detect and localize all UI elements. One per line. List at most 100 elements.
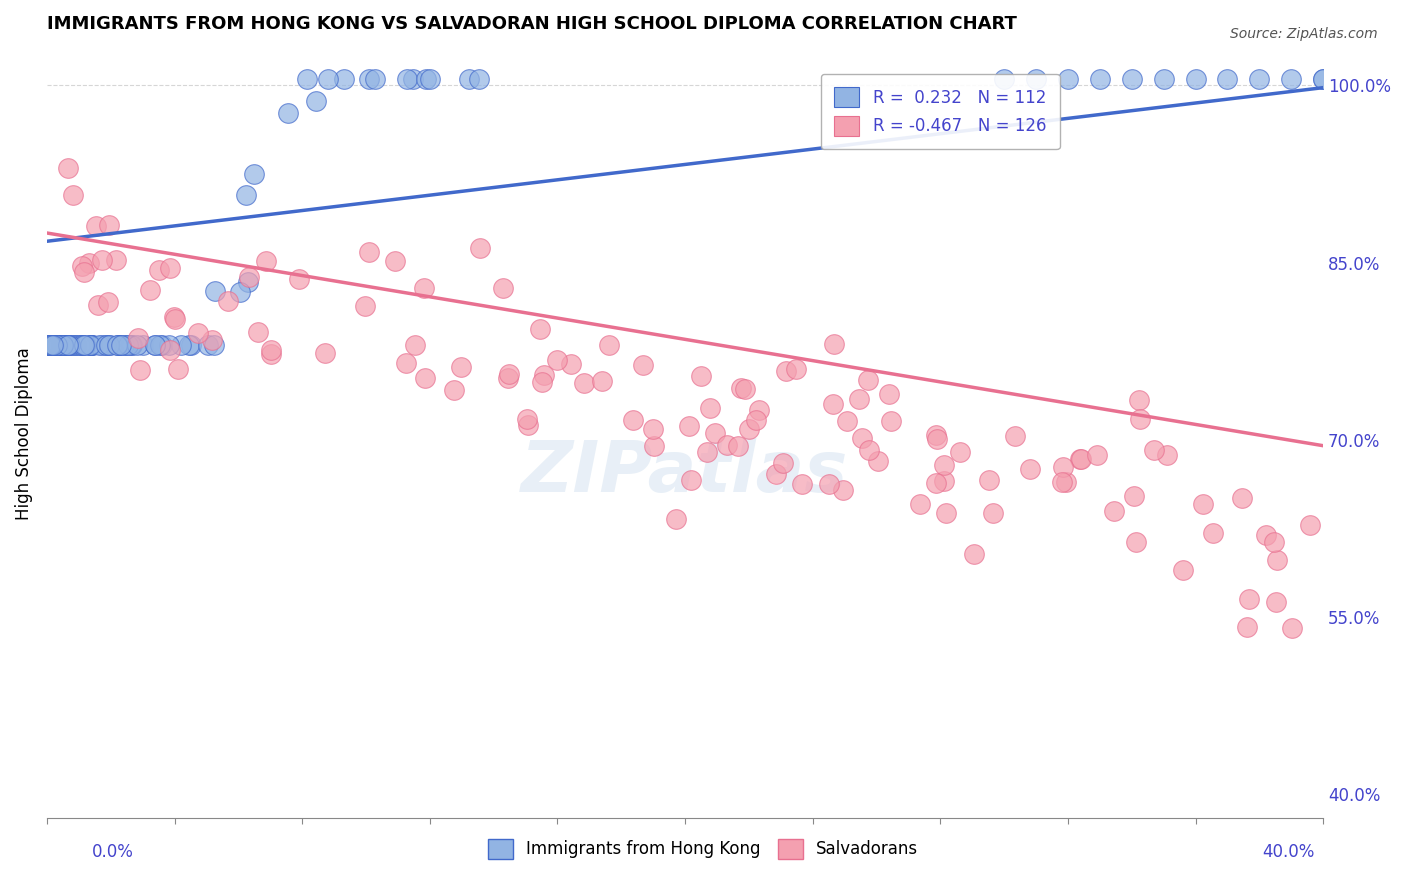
Point: [1156, 448, 1178, 462]
Point: [110, 338, 132, 352]
Point: [415, 72, 437, 87]
Point: [848, 392, 870, 406]
Point: [217, 293, 239, 308]
Point: [1122, 489, 1144, 503]
Point: [498, 368, 520, 382]
Point: [533, 368, 555, 382]
Point: [73, 264, 96, 278]
Point: [1129, 412, 1152, 426]
Point: [63, 338, 86, 352]
Point: [1125, 534, 1147, 549]
Point: [1254, 527, 1277, 541]
Point: [120, 338, 142, 352]
Point: [1237, 592, 1260, 607]
Point: [332, 72, 354, 87]
Point: [91, 338, 114, 352]
Point: [856, 373, 879, 387]
Point: [56, 338, 79, 352]
Point: [866, 454, 889, 468]
Point: [42, 338, 65, 352]
Point: [41, 338, 63, 352]
Point: [1216, 72, 1239, 87]
Point: [246, 325, 269, 339]
Point: [560, 357, 582, 371]
Point: [304, 94, 326, 108]
Point: [127, 331, 149, 345]
Point: [316, 72, 339, 87]
Point: [121, 338, 143, 352]
Point: [86, 298, 108, 312]
Point: [97, 294, 120, 309]
Point: [288, 272, 311, 286]
Point: [1264, 595, 1286, 609]
Point: [314, 345, 336, 359]
Point: [117, 338, 139, 352]
Point: [1104, 504, 1126, 518]
Point: [79, 338, 101, 352]
Point: [179, 338, 201, 352]
Point: [699, 401, 721, 415]
Point: [734, 383, 756, 397]
Point: [703, 425, 725, 440]
Point: [56, 338, 79, 352]
Point: [419, 72, 441, 87]
Point: [125, 338, 148, 352]
Point: [44, 338, 66, 352]
Point: [148, 263, 170, 277]
Point: [412, 281, 434, 295]
Point: [98, 338, 121, 352]
Point: [45, 338, 67, 352]
Point: [1279, 72, 1302, 87]
Point: [963, 547, 986, 561]
Point: [1025, 72, 1047, 87]
Point: [163, 311, 186, 326]
Point: [643, 439, 665, 453]
Point: [204, 285, 226, 299]
Point: [1202, 525, 1225, 540]
Point: [197, 338, 219, 352]
Point: [727, 439, 749, 453]
Point: [87, 338, 110, 352]
Point: [1265, 553, 1288, 567]
Point: [39, 338, 62, 352]
Point: [402, 72, 425, 87]
Point: [51, 338, 73, 352]
Point: [143, 338, 166, 352]
Point: [98, 338, 121, 352]
Point: [70, 338, 93, 352]
Point: [1153, 72, 1175, 87]
Point: [77, 255, 100, 269]
Point: [598, 337, 620, 351]
Point: [295, 72, 318, 87]
Point: [58, 338, 80, 352]
Point: [39, 338, 62, 352]
Point: [228, 285, 250, 300]
Point: [516, 411, 538, 425]
Point: [72, 259, 94, 273]
Point: [44, 338, 66, 352]
Point: [84, 219, 107, 234]
Point: [187, 326, 209, 341]
Point: [260, 347, 283, 361]
Point: [357, 244, 380, 259]
Point: [1299, 517, 1322, 532]
Y-axis label: High School Diploma: High School Diploma: [15, 348, 32, 520]
Point: [631, 358, 654, 372]
Point: [236, 276, 259, 290]
Text: 40.0%: 40.0%: [1263, 843, 1315, 861]
Point: [79, 338, 101, 352]
Point: [180, 338, 202, 352]
Point: [53, 338, 76, 352]
Point: [877, 387, 900, 401]
Point: [39, 338, 62, 352]
Text: IMMIGRANTS FROM HONG KONG VS SALVADORAN HIGH SCHOOL DIPLOMA CORRELATION CHART: IMMIGRANTS FROM HONG KONG VS SALVADORAN …: [46, 15, 1017, 33]
Point: [993, 72, 1015, 87]
Text: 0.0%: 0.0%: [91, 843, 134, 861]
Point: [72, 338, 94, 352]
Point: [1085, 448, 1108, 462]
Point: [79, 338, 101, 352]
Point: [157, 338, 180, 352]
Point: [150, 338, 173, 352]
Point: [254, 253, 277, 268]
Point: [235, 187, 257, 202]
